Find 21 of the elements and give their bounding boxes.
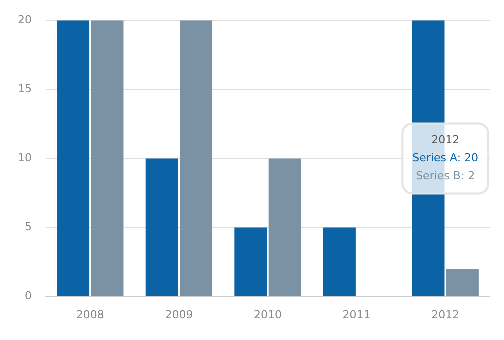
x-tick-label: 2008 bbox=[76, 308, 104, 322]
y-tick-label: 5 bbox=[24, 220, 32, 234]
x-tick-label: 2012 bbox=[432, 308, 460, 322]
y-tick-label: 15 bbox=[18, 82, 32, 96]
x-tick-label: 2010 bbox=[254, 308, 282, 322]
x-tick-label: 2011 bbox=[342, 308, 371, 322]
bar bbox=[323, 228, 356, 296]
y-tick-label: 20 bbox=[18, 13, 32, 26]
annotation: 2012 bbox=[432, 134, 460, 147]
bar bbox=[446, 269, 479, 296]
bar bbox=[180, 20, 213, 296]
bar bbox=[146, 158, 178, 296]
annotation: Series B: 2 bbox=[416, 170, 476, 183]
bar bbox=[91, 20, 124, 296]
y-tick-label: 0 bbox=[24, 290, 32, 303]
y-tick-label: 10 bbox=[18, 152, 32, 165]
bar bbox=[268, 158, 302, 296]
bar bbox=[57, 20, 90, 296]
bar bbox=[234, 228, 268, 296]
annotation: Series A: 20 bbox=[412, 152, 479, 165]
x-tick-label: 2009 bbox=[165, 308, 194, 322]
